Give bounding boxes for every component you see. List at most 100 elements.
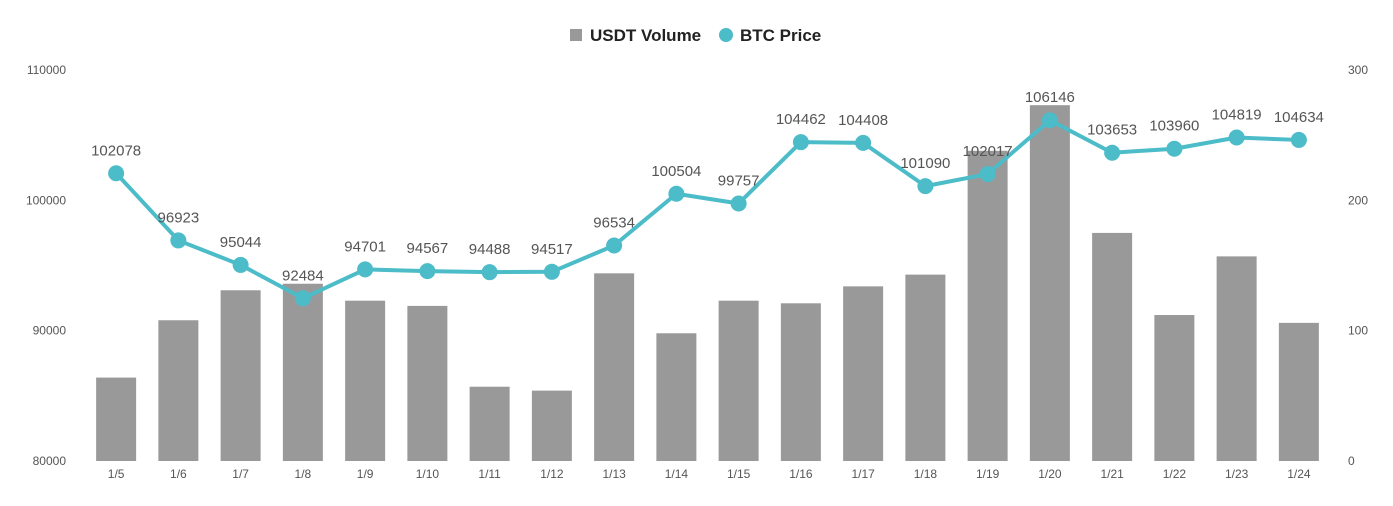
price-data-label: 95044: [220, 234, 262, 251]
legend-label-usdt-volume: USDT Volume: [590, 26, 701, 45]
volume-bar: [345, 300, 386, 461]
volume-bar: [1216, 256, 1257, 461]
x-tick-label: 1/20: [1038, 467, 1062, 481]
price-data-label: 92484: [282, 267, 324, 284]
price-point: [419, 263, 436, 280]
volume-bar: [1154, 315, 1195, 461]
price-point: [170, 232, 187, 249]
x-tick-label: 1/22: [1163, 467, 1187, 481]
volume-bar: [967, 150, 1008, 461]
price-point: [1104, 144, 1121, 161]
right-tick-label: 0: [1348, 454, 1355, 468]
right-tick-label: 300: [1348, 63, 1368, 77]
price-point: [543, 263, 560, 280]
price-point: [668, 185, 685, 202]
right-tick-label: 100: [1348, 324, 1368, 338]
x-tick-label: 1/7: [232, 467, 249, 481]
volume-bar: [1029, 105, 1070, 461]
price-data-label: 104819: [1212, 107, 1262, 124]
price-point: [232, 256, 249, 273]
price-data-label: 94701: [344, 238, 386, 255]
volume-bar: [96, 377, 137, 461]
x-tick-label: 1/6: [170, 467, 187, 481]
price-point: [481, 264, 498, 281]
x-tick-label: 1/19: [976, 467, 1000, 481]
x-axis: 1/5 1/6 1/7 1/8 1/9 1/10 1/11 1/12 1/13 1/14 1/15 1…: [108, 467, 1311, 481]
price-data-label: 102017: [963, 143, 1013, 160]
price-line-layer: 102078 96923 95044 92484 94701 94567 94488 9451…: [91, 89, 1324, 307]
x-tick-label: 1/18: [914, 467, 938, 481]
price-data-label: 104462: [776, 111, 826, 128]
price-point: [979, 166, 996, 183]
x-tick-label: 1/15: [727, 467, 751, 481]
x-tick-label: 1/9: [357, 467, 374, 481]
volume-bar: [780, 303, 821, 461]
price-data-label: 103960: [1149, 118, 1199, 135]
price-point: [294, 290, 311, 307]
legend: USDT Volume BTC Price: [570, 26, 821, 45]
x-tick-label: 1/13: [602, 467, 626, 481]
price-data-label: 96534: [593, 215, 635, 232]
volume-bar: [407, 305, 448, 461]
price-data-label: 106146: [1025, 89, 1075, 106]
x-tick-label: 1/11: [478, 467, 501, 481]
volume-bar: [282, 283, 323, 461]
price-data-label: 101090: [900, 155, 950, 172]
price-point: [855, 134, 872, 151]
price-data-label: 104634: [1274, 109, 1324, 126]
volume-bar: [158, 320, 199, 461]
price-line: [114, 118, 1299, 301]
x-tick-label: 1/8: [295, 467, 312, 481]
price-point: [917, 178, 934, 195]
x-tick-label: 1/10: [416, 467, 440, 481]
volume-bar: [220, 290, 261, 461]
x-tick-label: 1/24: [1287, 467, 1311, 481]
left-tick-label: 80000: [33, 454, 67, 468]
price-point: [606, 237, 623, 254]
price-point: [792, 134, 809, 151]
price-point: [1290, 131, 1307, 148]
price-point: [730, 195, 747, 212]
volume-bar: [531, 390, 572, 461]
x-tick-label: 1/12: [540, 467, 564, 481]
left-tick-label: 100000: [26, 193, 66, 207]
volume-bar: [1278, 322, 1319, 461]
volume-bars: [96, 105, 1319, 461]
left-tick-label: 110000: [27, 63, 66, 77]
x-tick-label: 1/23: [1225, 467, 1249, 481]
price-data-label: 94567: [407, 240, 449, 257]
legend-swatch-usdt-volume: [570, 29, 582, 41]
legend-swatch-btc-price: [719, 28, 733, 42]
volume-bar: [594, 273, 635, 461]
price-data-label: 99757: [718, 173, 760, 190]
volume-bar: [469, 386, 510, 461]
x-tick-label: 1/17: [851, 467, 875, 481]
price-data-label: 103653: [1087, 122, 1137, 139]
price-point: [1166, 140, 1183, 157]
x-tick-label: 1/5: [108, 467, 125, 481]
price-data-label: 104408: [838, 112, 888, 129]
price-data-label: 100504: [651, 163, 701, 180]
price-data-label: 94488: [469, 241, 511, 258]
price-point: [108, 165, 125, 182]
x-tick-label: 1/14: [665, 467, 689, 481]
volume-bar: [1092, 232, 1133, 461]
volume-bar: [656, 333, 697, 461]
volume-bar: [843, 286, 884, 461]
left-tick-label: 90000: [33, 324, 67, 338]
price-data-label: 96923: [158, 209, 200, 226]
price-data-label: 102078: [91, 142, 141, 159]
price-point: [1041, 112, 1058, 129]
price-data-label: 94517: [531, 241, 573, 258]
right-tick-label: 200: [1348, 193, 1368, 207]
right-axis: 0 100 200 300: [1348, 63, 1368, 468]
left-axis: 80000 90000 100000 110000: [26, 63, 66, 468]
price-point: [357, 261, 374, 278]
volume-bar: [905, 274, 946, 461]
volume-bar: [718, 300, 759, 461]
x-tick-label: 1/21: [1100, 467, 1124, 481]
price-point: [1228, 129, 1245, 146]
x-tick-label: 1/16: [789, 467, 813, 481]
legend-label-btc-price: BTC Price: [740, 26, 821, 45]
